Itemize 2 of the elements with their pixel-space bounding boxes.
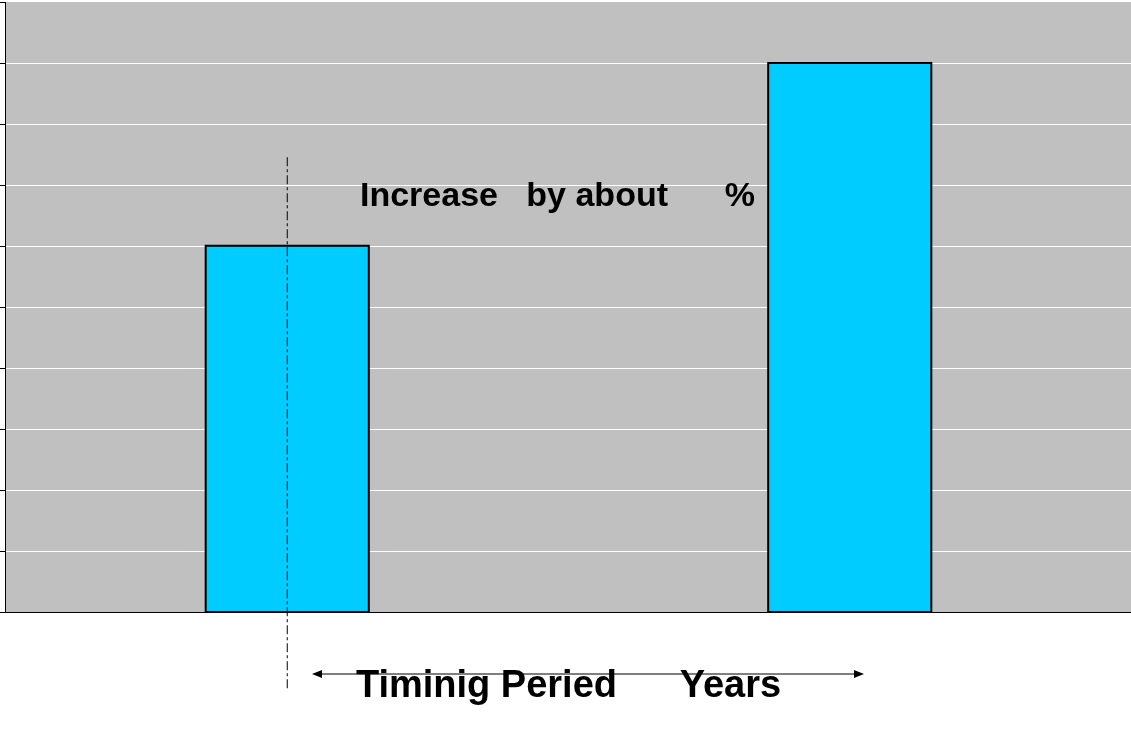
- x-axis-title: Timinig Peried Years: [355, 662, 782, 705]
- annotation: Increase by about %: [360, 175, 755, 213]
